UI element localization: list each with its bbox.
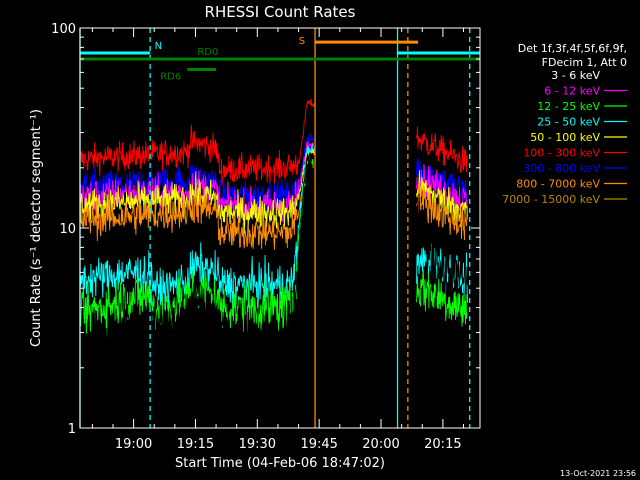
legend-header-line-1: FDecim 1, Att 0 xyxy=(542,56,627,69)
series-line-4-segment-1 xyxy=(416,181,468,241)
series-line-6-segment-1 xyxy=(416,269,468,327)
legend-entry-label-3: 25 - 50 keV xyxy=(537,116,600,129)
plot-area: S N RD0 RD6 xyxy=(79,28,480,428)
state-bar-label-0: N xyxy=(155,41,162,52)
y-axis-label: Count Rate (s⁻¹ detector segment⁻¹) xyxy=(29,109,44,347)
series-line-3-segment-0 xyxy=(79,148,316,234)
series-line-0-segment-0 xyxy=(79,98,316,186)
x-tick-label-0: 19:00 xyxy=(115,437,152,452)
x-tick-label-1: 19:15 xyxy=(177,437,214,452)
y-tick-label-1: 10 xyxy=(59,222,76,237)
axes: 1 10 100 19:00 19:15 19:30 19:45 20:00 20:15 xyxy=(51,22,481,452)
legend-entry-label-0: 3 - 6 keV xyxy=(551,69,600,82)
series-line-7-segment-0 xyxy=(79,152,316,373)
legend-entry-label-6: 300 - 800 keV xyxy=(523,162,600,175)
attenuator-state-label-0: S xyxy=(299,36,305,47)
series-line-4-segment-0 xyxy=(79,155,316,250)
x-tick-label-5: 20:15 xyxy=(424,437,461,452)
series-line-7-segment-1 xyxy=(416,193,468,303)
x-tick-label-3: 19:45 xyxy=(300,437,337,452)
y-tick-label-0: 1 xyxy=(68,422,76,437)
legend-entry-label-1: 6 - 12 keV xyxy=(544,85,600,98)
footer-timestamp: 13-Oct-2021 23:56 xyxy=(560,469,636,478)
series-line-0-segment-1 xyxy=(416,126,468,173)
legend-entry-label-8: 7000 - 15000 keV xyxy=(502,193,600,206)
series-line-1-segment-1 xyxy=(416,157,468,204)
x-tick-label-2: 19:30 xyxy=(239,437,276,452)
state-bar-label-1: RD0 xyxy=(197,47,218,58)
state-bar-label-2: RD6 xyxy=(160,72,181,83)
chart-title: RHESSI Count Rates xyxy=(205,3,356,21)
series-line-1-segment-0 xyxy=(79,133,316,216)
x-tick-label-4: 20:00 xyxy=(362,437,399,452)
series-line-5-segment-0 xyxy=(79,143,316,321)
y-tick-label-2: 100 xyxy=(51,22,76,37)
legend-entry-label-2: 12 - 25 keV xyxy=(537,100,600,113)
legend-entry-label-4: 50 - 100 keV xyxy=(530,131,600,144)
legend: Det 1f,3f,4f,5f,6f,9f,FDecim 1, Att 03 -… xyxy=(502,42,627,206)
legend-header-line-0: Det 1f,3f,4f,5f,6f,9f, xyxy=(518,42,627,55)
x-axis-label: Start Time (04-Feb-06 18:47:02) xyxy=(175,456,385,471)
legend-entry-label-7: 800 - 7000 keV xyxy=(516,178,600,191)
plot-frame xyxy=(79,27,481,429)
legend-entry-label-5: 100 - 300 keV xyxy=(523,147,600,160)
